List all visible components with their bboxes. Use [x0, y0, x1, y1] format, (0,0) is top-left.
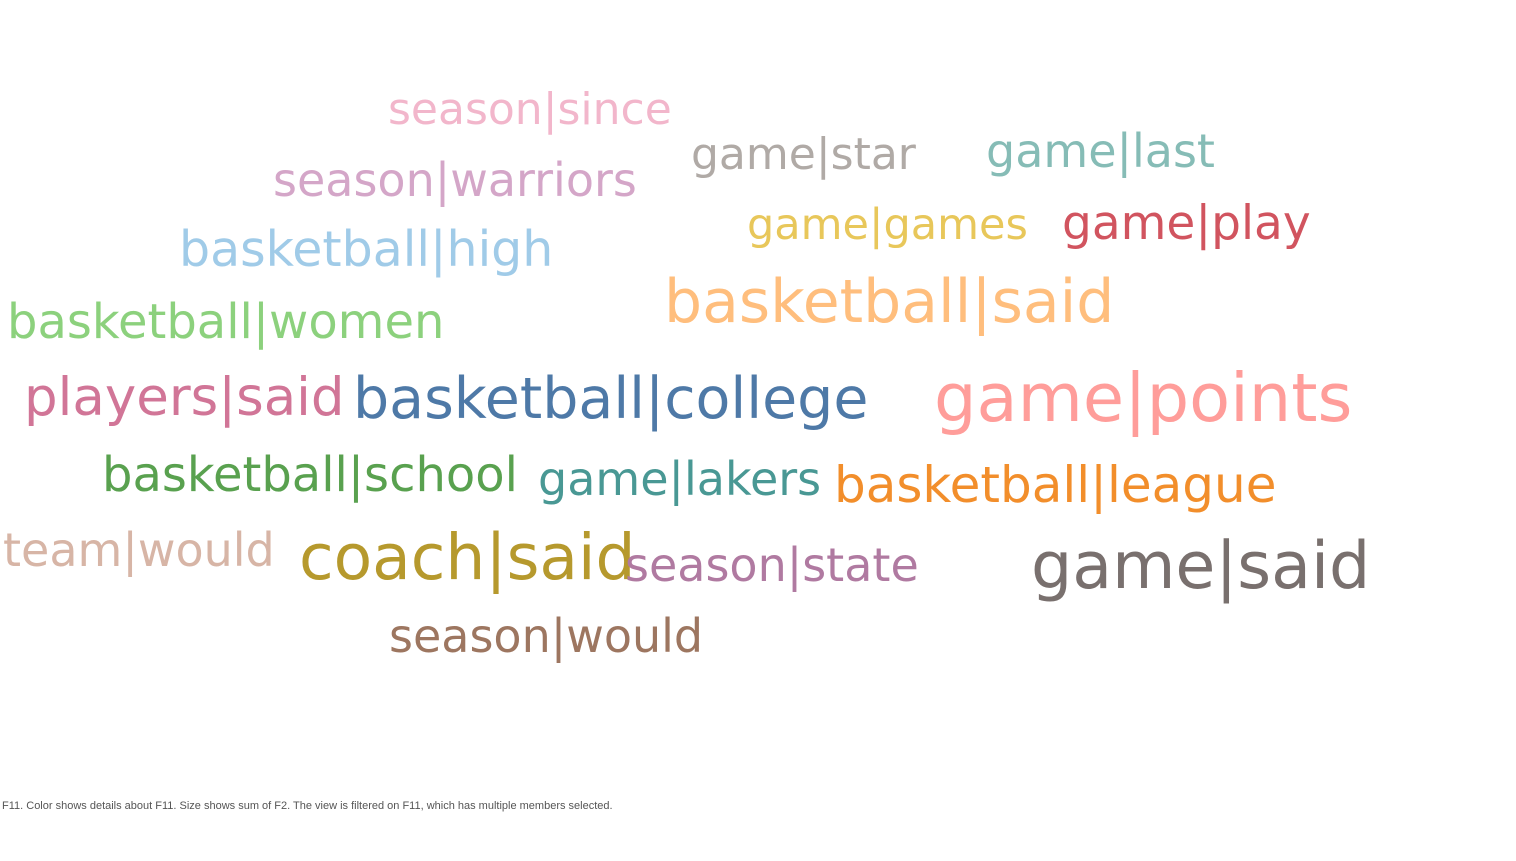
word-basketball-school[interactable]: basketball|school [102, 447, 518, 503]
word-cloud: season|since game|star game|last season|war… [3, 84, 1371, 663]
word-basketball-women[interactable]: basketball|women [7, 294, 445, 350]
word-season-would[interactable]: season|would [389, 609, 704, 663]
word-season-state[interactable]: season|state [625, 538, 919, 592]
word-game-games[interactable]: game|games [747, 200, 1028, 250]
word-game-points[interactable]: game|points [934, 359, 1353, 437]
chart-caption: F11. Color shows details about F11. Size… [2, 800, 613, 812]
word-game-star[interactable]: game|star [691, 129, 916, 180]
word-coach-said[interactable]: coach|said [299, 521, 636, 594]
word-team-would[interactable]: team|would [3, 523, 275, 577]
word-basketball-high[interactable]: basketball|high [179, 221, 554, 278]
word-basketball-league[interactable]: basketball|league [834, 456, 1277, 514]
word-season-warriors[interactable]: season|warriors [273, 153, 637, 207]
word-game-last[interactable]: game|last [986, 124, 1215, 178]
word-game-said[interactable]: game|said [1031, 529, 1371, 604]
word-game-lakers[interactable]: game|lakers [538, 452, 822, 506]
word-game-play[interactable]: game|play [1062, 196, 1311, 251]
word-season-since[interactable]: season|since [388, 84, 672, 135]
word-players-said[interactable]: players|said [24, 367, 345, 428]
word-basketball-college[interactable]: basketball|college [353, 366, 869, 432]
word-basketball-said[interactable]: basketball|said [664, 267, 1115, 337]
